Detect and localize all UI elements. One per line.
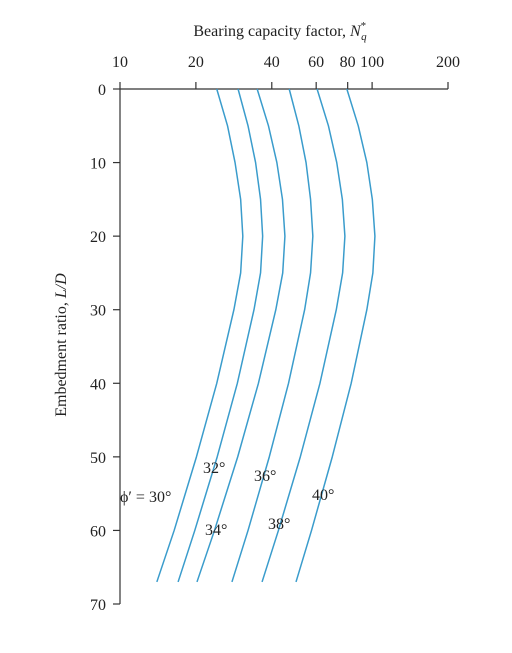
y-tick-label: 10 (90, 156, 106, 173)
x-axis-title: Bearing capacity factor, N* q (193, 20, 367, 43)
x-tick-label: 100 (360, 54, 384, 71)
x-tick-label: 60 (308, 54, 324, 71)
y-tick-label: 30 (90, 303, 106, 320)
x-tick-label: 200 (436, 54, 460, 71)
x-axis-title-text: Bearing capacity factor, (193, 23, 346, 40)
curve (156, 88, 244, 583)
curve (261, 88, 346, 583)
curve-label: 38° (268, 516, 290, 533)
curve-label: 40° (312, 487, 334, 504)
curve (295, 88, 376, 583)
curve (196, 88, 286, 583)
y-tick-label: 50 (90, 450, 106, 467)
curve (231, 88, 314, 583)
x-tick-label: 10 (112, 54, 128, 71)
y-axis-title-text: Embedment ratio, (53, 302, 70, 417)
x-axis-subscript: q (361, 31, 367, 43)
curve-label: ϕ′ = 30° (120, 489, 171, 506)
y-axis-title: Embedment ratio, L/D (53, 273, 70, 417)
curve-label: 36° (254, 468, 276, 485)
y-tick-label: 60 (90, 523, 106, 540)
x-tick-label: 80 (340, 54, 356, 71)
curve-label: 34° (205, 522, 227, 539)
x-axis-symbol: N (349, 23, 362, 40)
y-tick-label: 20 (90, 229, 106, 246)
y-tick-label: 0 (98, 82, 106, 99)
x-axis-superscript: * (361, 20, 367, 32)
y-tick-label: 70 (90, 597, 106, 614)
x-tick-label: 40 (264, 54, 280, 71)
y-axis-symbol: L/D (53, 273, 70, 299)
x-tick-label: 20 (188, 54, 204, 71)
curve (177, 88, 264, 583)
y-tick-label: 40 (90, 376, 106, 393)
curve-label: 32° (203, 460, 225, 477)
